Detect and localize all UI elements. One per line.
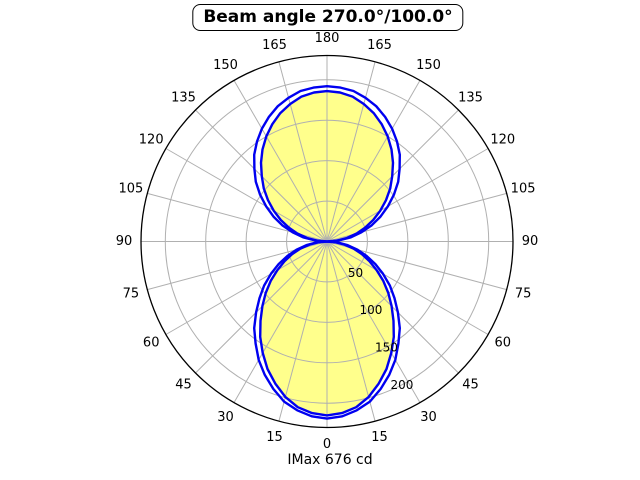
angle-tick-label: 165: [367, 38, 392, 53]
angle-grid-line: [165, 148, 328, 242]
chart-title: Beam angle 270.0°/100.0°: [192, 4, 464, 31]
angle-grid-line: [165, 241, 328, 335]
r-tick-label: 50: [348, 266, 363, 280]
angle-grid-line: [326, 241, 376, 422]
angle-grid-line: [326, 61, 376, 242]
angle-tick-label: 60: [143, 336, 160, 351]
angle-tick-label: 75: [123, 287, 140, 302]
r-tick-label: 100: [359, 303, 382, 317]
r-tick-labels: 50 100 150 200: [348, 266, 413, 392]
angle-tick-label: 180: [315, 31, 340, 46]
intensity-curve-inner: [259, 89, 395, 417]
angle-tick-label: 45: [462, 378, 479, 393]
r-grid-circle: [286, 200, 368, 283]
angle-grid-line: [233, 241, 328, 403]
intensity-curve-outer: [253, 85, 401, 420]
angle-tick-label: 135: [458, 91, 483, 106]
angle-tick-label: 60: [495, 336, 512, 351]
angle-tick-label: 30: [420, 410, 437, 425]
angle-grid-line: [326, 148, 489, 242]
angle-tick-label: 0: [323, 437, 331, 452]
angle-tick-label: 120: [139, 133, 164, 148]
r-grid-circle: [245, 160, 409, 323]
angle-tick-label: 15: [266, 430, 283, 445]
angle-tick-label: 165: [262, 38, 287, 53]
angle-grid-line: [326, 241, 421, 403]
r-tick-label: 150: [375, 341, 398, 355]
angle-tick-label: 150: [416, 58, 441, 73]
angle-grid-line: [326, 80, 421, 242]
r-grid-circle: [205, 119, 449, 364]
angle-tick-label: 90: [116, 234, 133, 249]
angle-tick-label: 120: [490, 133, 515, 148]
angle-grid-line: [233, 80, 328, 242]
angle-tick-label: 15: [371, 430, 388, 445]
r-tick-label: 200: [390, 378, 413, 392]
angle-tick-label: 30: [217, 410, 234, 425]
angle-tick-labels: 0 15 15 30 30 45 45 60 60 75 75 90 90 105 105 120 120 135…: [116, 31, 539, 452]
angle-grid-line: [326, 241, 489, 335]
angle-tick-label: 75: [515, 287, 532, 302]
outer-axis-circle: [140, 54, 514, 429]
angle-tick-label: 150: [213, 58, 238, 73]
angle-tick-label: 90: [522, 234, 539, 249]
angle-tick-label: 135: [171, 91, 196, 106]
angle-tick-label: 105: [118, 182, 143, 197]
imax-label: IMax 676 cd: [287, 452, 373, 468]
r-grid-circle: [164, 79, 490, 404]
angle-tick-label: 45: [175, 378, 192, 393]
angle-grid-line: [278, 241, 328, 422]
angle-tick-label: 105: [511, 182, 536, 197]
angle-grid-line: [278, 61, 328, 242]
